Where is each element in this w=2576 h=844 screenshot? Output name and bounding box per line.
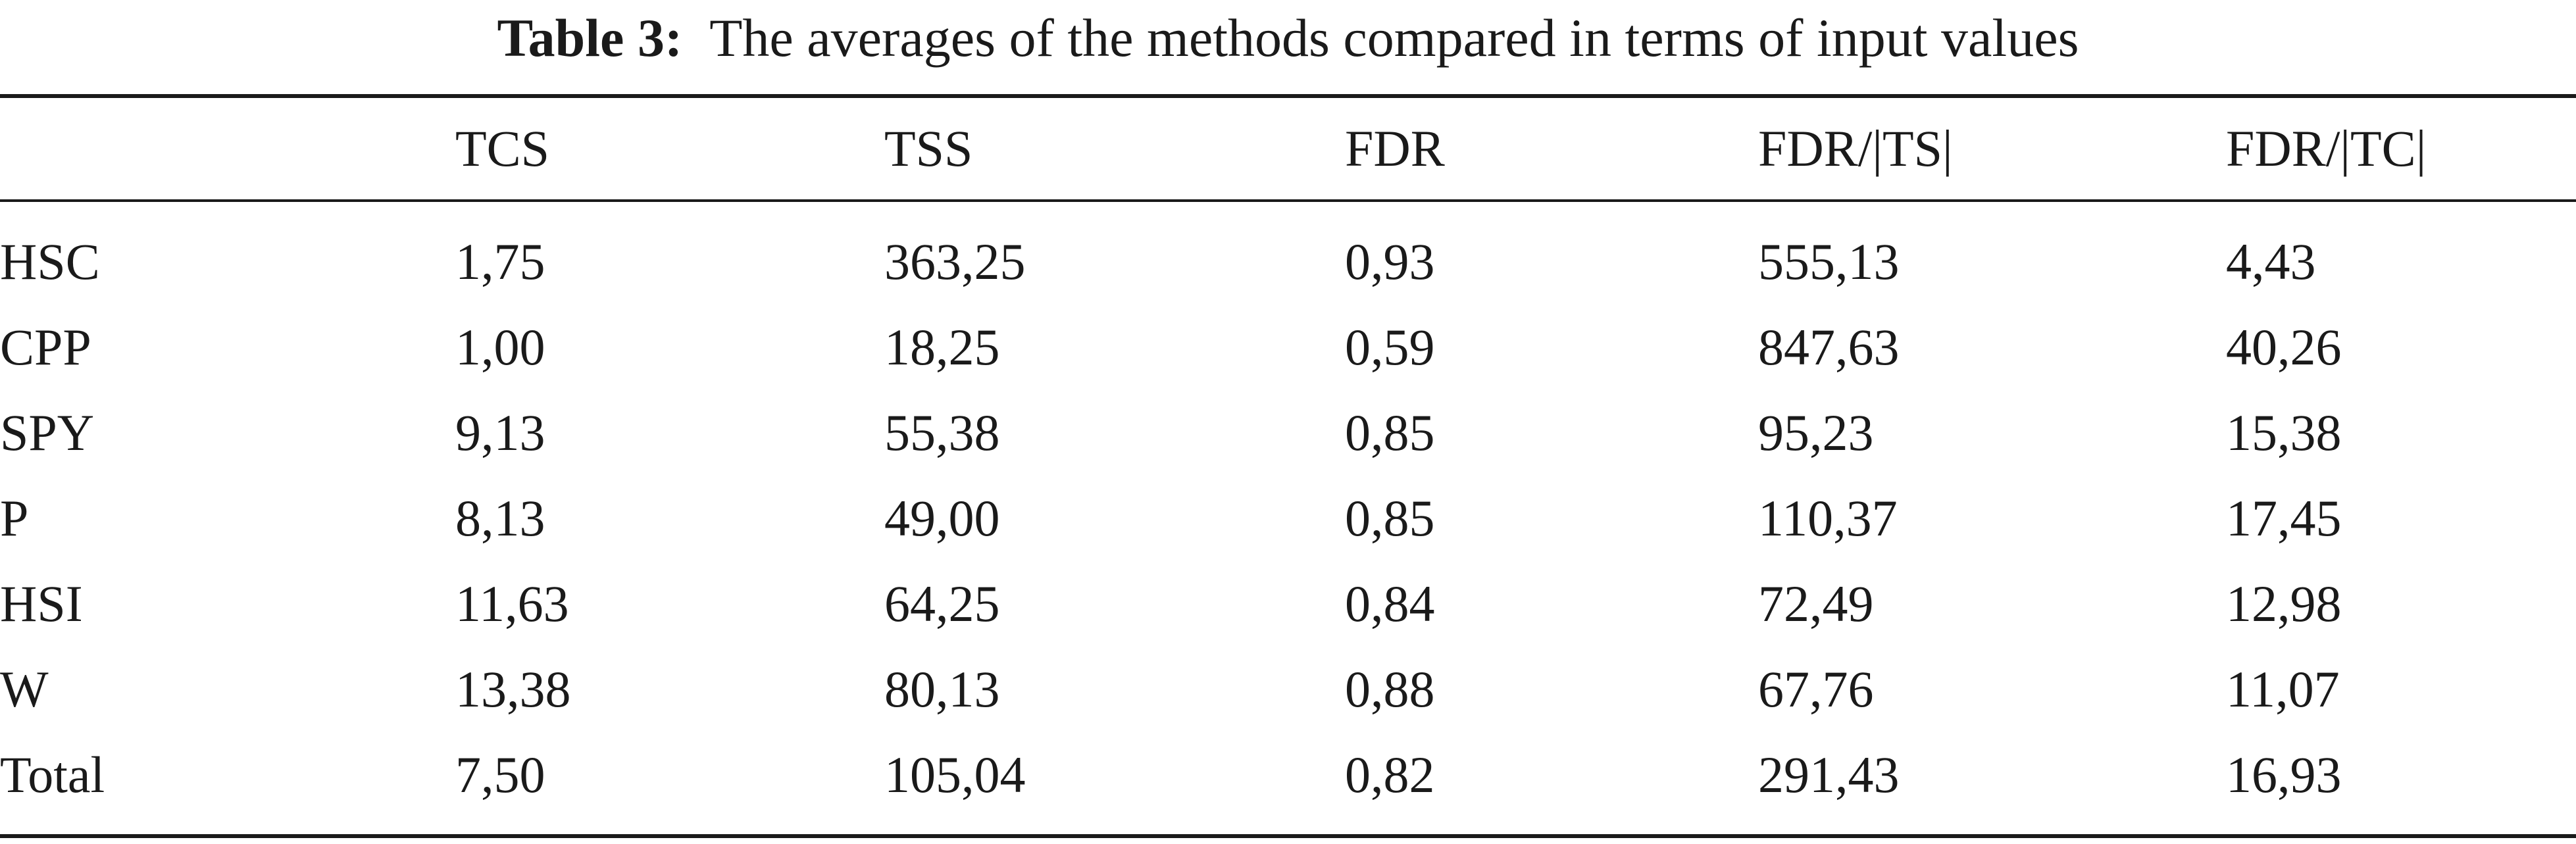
table-row-total: Total 7,50 105,04 0,82 291,43 16,93 bbox=[0, 732, 2576, 818]
table-row: W 13,38 80,13 0,88 67,76 11,07 bbox=[0, 647, 2576, 732]
caption-text: The averages of the methods compared in … bbox=[709, 8, 2079, 68]
table-cell: 67,76 bbox=[1758, 660, 1874, 718]
table-cell: 4,43 bbox=[2226, 233, 2316, 290]
table-cell: 0,88 bbox=[1345, 660, 1435, 718]
header-corner-cell bbox=[0, 98, 455, 199]
table-cell: 7,50 bbox=[455, 746, 545, 803]
table-cell: 847,63 bbox=[1758, 318, 1900, 376]
table-cell: 49,00 bbox=[884, 489, 1000, 547]
table-cell: 9,13 bbox=[455, 404, 545, 461]
table-cell: 1,75 bbox=[455, 233, 545, 290]
table-cell: 105,04 bbox=[884, 746, 1026, 803]
bottom-rule bbox=[0, 834, 2576, 838]
table-cell: 12,98 bbox=[2226, 575, 2342, 632]
table-cell: 363,25 bbox=[884, 233, 1026, 290]
table-row: SPY 9,13 55,38 0,85 95,23 15,38 bbox=[0, 390, 2576, 476]
caption-label: Table 3: bbox=[497, 8, 683, 68]
row-label: HSI bbox=[0, 575, 83, 632]
column-header-tss: TSS bbox=[884, 120, 973, 177]
table-cell: 72,49 bbox=[1758, 575, 1874, 632]
row-label: HSC bbox=[0, 233, 100, 290]
table-cell: 555,13 bbox=[1758, 233, 1900, 290]
table-row: P 8,13 49,00 0,85 110,37 17,45 bbox=[0, 476, 2576, 561]
table-cell: 0,85 bbox=[1345, 404, 1435, 461]
table-cell: 15,38 bbox=[2226, 404, 2342, 461]
top-rule bbox=[0, 94, 2576, 98]
table-row: CPP 1,00 18,25 0,59 847,63 40,26 bbox=[0, 305, 2576, 390]
row-label: W bbox=[0, 660, 49, 718]
table-row: HSC 1,75 363,25 0,93 555,13 4,43 bbox=[0, 219, 2576, 305]
column-header-fdr: FDR bbox=[1345, 120, 1445, 177]
table-row: HSI 11,63 64,25 0,84 72,49 12,98 bbox=[0, 561, 2576, 647]
table-cell: 64,25 bbox=[884, 575, 1000, 632]
row-label: CPP bbox=[0, 318, 91, 376]
table-cell: 16,93 bbox=[2226, 746, 2342, 803]
table-cell: 13,38 bbox=[455, 660, 571, 718]
table-cell: 11,63 bbox=[455, 575, 569, 632]
table-cell: 0,82 bbox=[1345, 746, 1435, 803]
table-cell: 8,13 bbox=[455, 489, 545, 547]
row-label: P bbox=[0, 489, 29, 547]
spacer-row bbox=[0, 199, 2576, 219]
table-cell: 0,59 bbox=[1345, 318, 1435, 376]
table-cell: 1,00 bbox=[455, 318, 545, 376]
table-cell: 0,85 bbox=[1345, 489, 1435, 547]
table-cell: 110,37 bbox=[1758, 489, 1898, 547]
column-header-tcs: TCS bbox=[455, 120, 550, 177]
row-label: SPY bbox=[0, 404, 95, 461]
table-cell: 18,25 bbox=[884, 318, 1000, 376]
table-cell: 95,23 bbox=[1758, 404, 1874, 461]
table-cell: 40,26 bbox=[2226, 318, 2342, 376]
row-label: Total bbox=[0, 746, 105, 803]
column-header-fdr-ts: FDR/|TS| bbox=[1758, 120, 1953, 177]
header-row: TCS TSS FDR FDR/|TS| FDR/|TC| bbox=[0, 98, 2576, 199]
table-cell: 80,13 bbox=[884, 660, 1000, 718]
table-cell: 291,43 bbox=[1758, 746, 1900, 803]
table-cell: 0,93 bbox=[1345, 233, 1435, 290]
data-table: TCS TSS FDR FDR/|TS| FDR/|TC| HSC 1,75 3… bbox=[0, 98, 2576, 818]
table-cell: 11,07 bbox=[2226, 660, 2340, 718]
table-cell: 17,45 bbox=[2226, 489, 2342, 547]
column-header-fdr-tc: FDR/|TC| bbox=[2226, 120, 2427, 177]
table-cell: 55,38 bbox=[884, 404, 1000, 461]
table-caption: Table 3: The averages of the methods com… bbox=[0, 5, 2576, 71]
table-cell: 0,84 bbox=[1345, 575, 1435, 632]
header-rule bbox=[0, 199, 2576, 202]
